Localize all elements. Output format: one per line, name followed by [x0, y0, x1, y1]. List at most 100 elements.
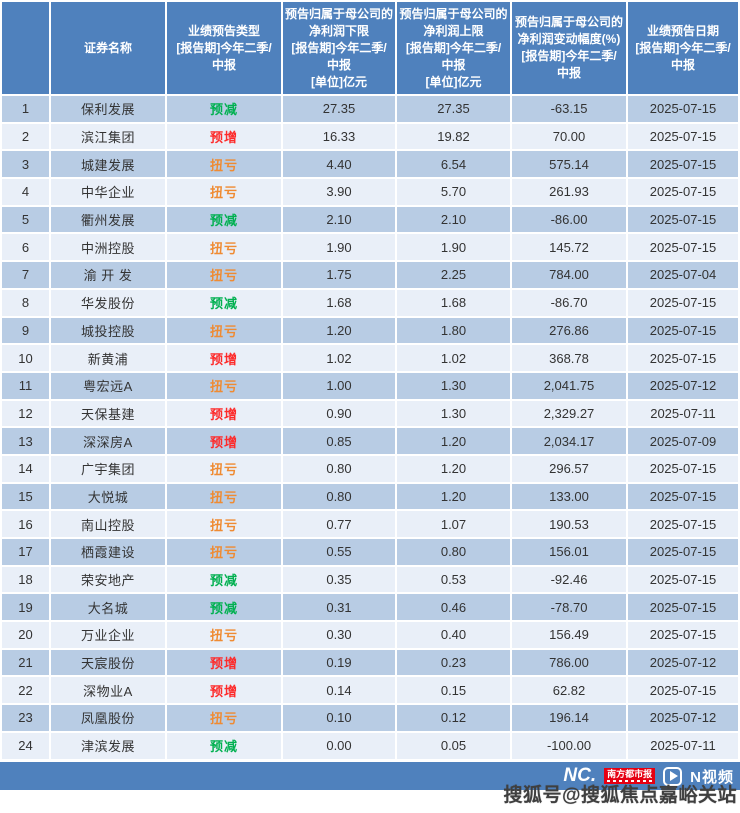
change-pct-cell: 156.01 [512, 539, 626, 565]
table-row: 6中洲控股扭亏1.901.90145.722025-07-15 [2, 234, 738, 260]
profit-upper-cell: 1.68 [397, 290, 510, 316]
change-pct-cell: -86.70 [512, 290, 626, 316]
profit-lower-cell: 0.80 [283, 484, 395, 510]
table-row: 11粤宏远A扭亏1.001.302,041.752025-07-12 [2, 373, 738, 399]
change-pct-cell: 190.53 [512, 511, 626, 537]
table-row: 3城建发展扭亏4.406.54575.142025-07-15 [2, 151, 738, 177]
table-row: 15大悦城扭亏0.801.20133.002025-07-15 [2, 484, 738, 510]
profit-lower-cell: 27.35 [283, 96, 395, 122]
profit-upper-cell: 1.20 [397, 456, 510, 482]
profit-lower-cell: 3.90 [283, 179, 395, 205]
forecast-type-badge: 预减 [167, 594, 281, 620]
header-change-pct: 预告归属于母公司的 净利润变动幅度(%) [报告期]今年二季/ 中报 [512, 2, 626, 94]
date-cell: 2025-07-15 [628, 207, 738, 233]
header-forecast-date: 业绩预告日期 [报告期]今年二季/ 中报 [628, 2, 738, 94]
forecast-type-badge: 预减 [167, 207, 281, 233]
table-row: 13深深房A预增0.851.202,034.172025-07-09 [2, 428, 738, 454]
security-name-cell: 凤凰股份 [51, 705, 165, 731]
security-name-cell: 华发股份 [51, 290, 165, 316]
forecast-type-badge: 预增 [167, 677, 281, 703]
row-index-cell: 10 [2, 345, 49, 371]
profit-upper-cell: 1.20 [397, 484, 510, 510]
forecast-type-badge: 预减 [167, 567, 281, 593]
profit-upper-cell: 2.25 [397, 262, 510, 288]
change-pct-cell: -63.15 [512, 96, 626, 122]
change-pct-cell: 784.00 [512, 262, 626, 288]
row-index-cell: 6 [2, 234, 49, 260]
change-pct-cell: -86.00 [512, 207, 626, 233]
profit-lower-cell: 0.90 [283, 401, 395, 427]
profit-lower-cell: 0.80 [283, 456, 395, 482]
profit-upper-cell: 1.30 [397, 373, 510, 399]
table-header-row: 证券名称 业绩预告类型 [报告期]今年二季/ 中报 预告归属于母公司的 净利润下… [2, 2, 738, 94]
page: 证券名称 业绩预告类型 [报告期]今年二季/ 中报 预告归属于母公司的 净利润下… [0, 0, 740, 813]
profit-upper-cell: 0.40 [397, 622, 510, 648]
date-cell: 2025-07-15 [628, 539, 738, 565]
date-cell: 2025-07-11 [628, 401, 738, 427]
profit-lower-cell: 0.55 [283, 539, 395, 565]
row-index-cell: 3 [2, 151, 49, 177]
header-profit-upper: 预告归属于母公司的 净利润上限 [报告期]今年二季/ 中报 [单位]亿元 [397, 2, 510, 94]
forecast-type-badge: 预增 [167, 124, 281, 150]
profit-lower-cell: 1.75 [283, 262, 395, 288]
row-index-cell: 12 [2, 401, 49, 427]
profit-upper-cell: 0.46 [397, 594, 510, 620]
row-index-cell: 2 [2, 124, 49, 150]
date-cell: 2025-07-12 [628, 705, 738, 731]
forecast-type-badge: 扭亏 [167, 318, 281, 344]
row-index-cell: 9 [2, 318, 49, 344]
security-name-cell: 津滨发展 [51, 733, 165, 759]
header-profit-lower: 预告归属于母公司的 净利润下限 [报告期]今年二季/ 中报 [单位]亿元 [283, 2, 395, 94]
profit-upper-cell: 1.30 [397, 401, 510, 427]
date-cell: 2025-07-11 [628, 733, 738, 759]
row-index-cell: 16 [2, 511, 49, 537]
forecast-type-badge: 扭亏 [167, 456, 281, 482]
change-pct-cell: 276.86 [512, 318, 626, 344]
table-row: 8华发股份预减1.681.68-86.702025-07-15 [2, 290, 738, 316]
table-row: 24津滨发展预减0.000.05-100.002025-07-11 [2, 733, 738, 759]
profit-upper-cell: 1.02 [397, 345, 510, 371]
change-pct-cell: 2,034.17 [512, 428, 626, 454]
security-name-cell: 城投控股 [51, 318, 165, 344]
row-index-cell: 14 [2, 456, 49, 482]
table-row: 12天保基建预增0.901.302,329.272025-07-11 [2, 401, 738, 427]
forecast-type-badge: 预增 [167, 650, 281, 676]
profit-upper-cell: 0.23 [397, 650, 510, 676]
security-name-cell: 城建发展 [51, 151, 165, 177]
table-row: 7渝 开 发扭亏1.752.25784.002025-07-04 [2, 262, 738, 288]
date-cell: 2025-07-15 [628, 622, 738, 648]
security-name-cell: 天保基建 [51, 401, 165, 427]
profit-lower-cell: 0.10 [283, 705, 395, 731]
change-pct-cell: 2,041.75 [512, 373, 626, 399]
security-name-cell: 广宇集团 [51, 456, 165, 482]
change-pct-cell: -100.00 [512, 733, 626, 759]
change-pct-cell: 196.14 [512, 705, 626, 731]
security-name-cell: 大名城 [51, 594, 165, 620]
table-row: 16南山控股扭亏0.771.07190.532025-07-15 [2, 511, 738, 537]
row-index-cell: 13 [2, 428, 49, 454]
profit-upper-cell: 2.10 [397, 207, 510, 233]
profit-lower-cell: 0.85 [283, 428, 395, 454]
forecast-type-badge: 扭亏 [167, 262, 281, 288]
table-row: 10新黄浦预增1.021.02368.782025-07-15 [2, 345, 738, 371]
security-name-cell: 万业企业 [51, 622, 165, 648]
change-pct-cell: 786.00 [512, 650, 626, 676]
date-cell: 2025-07-15 [628, 456, 738, 482]
forecast-type-badge: 扭亏 [167, 511, 281, 537]
change-pct-cell: 296.57 [512, 456, 626, 482]
profit-upper-cell: 0.53 [397, 567, 510, 593]
forecast-type-badge: 预增 [167, 428, 281, 454]
date-cell: 2025-07-15 [628, 345, 738, 371]
security-name-cell: 栖霞建设 [51, 539, 165, 565]
change-pct-cell: 2,329.27 [512, 401, 626, 427]
profit-upper-cell: 6.54 [397, 151, 510, 177]
change-pct-cell: 156.49 [512, 622, 626, 648]
security-name-cell: 荣安地产 [51, 567, 165, 593]
profit-lower-cell: 0.77 [283, 511, 395, 537]
change-pct-cell: 133.00 [512, 484, 626, 510]
forecast-type-badge: 扭亏 [167, 373, 281, 399]
security-name-cell: 新黄浦 [51, 345, 165, 371]
security-name-cell: 保利发展 [51, 96, 165, 122]
table-row: 17栖霞建设扭亏0.550.80156.012025-07-15 [2, 539, 738, 565]
date-cell: 2025-07-12 [628, 650, 738, 676]
